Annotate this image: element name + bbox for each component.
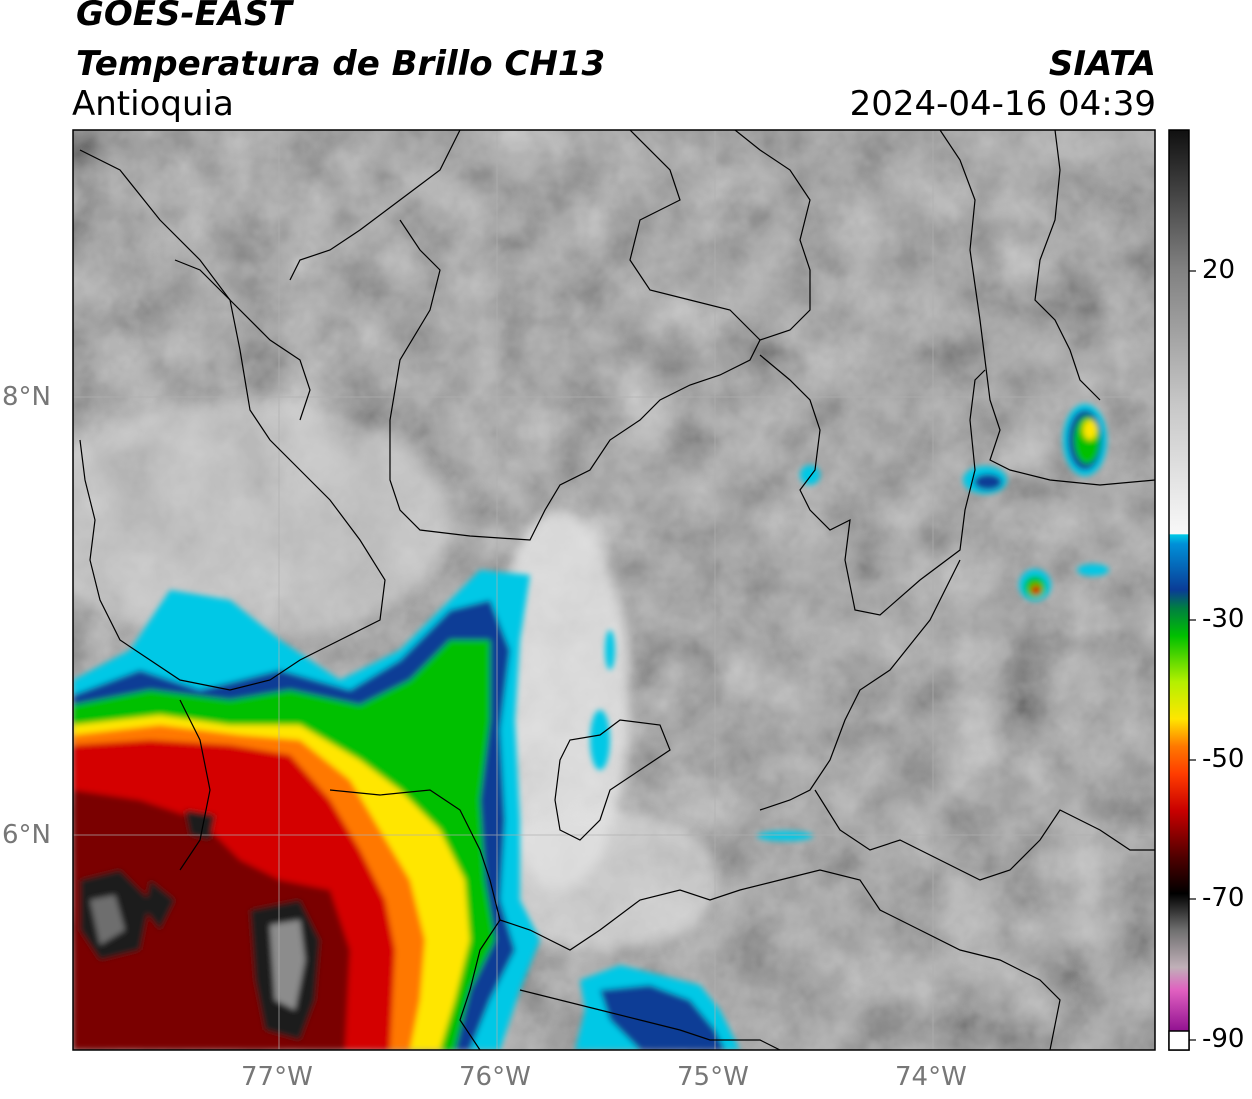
- colorbar-tick-label: -70: [1202, 883, 1245, 913]
- lat-tick-label: 8°N: [2, 382, 51, 412]
- organization-name: SIATA: [1048, 44, 1156, 84]
- lon-tick-label: 74°W: [895, 1062, 967, 1092]
- colorbar-tick-label: -30: [1202, 604, 1245, 634]
- lat-tick-label: 6°N: [2, 820, 51, 850]
- colorbar-tick-label: -90: [1202, 1024, 1245, 1054]
- lon-tick-label: 77°W: [241, 1062, 313, 1092]
- product-title: Temperatura de Brillo CH13: [76, 44, 606, 84]
- map-frame: [72, 129, 1156, 1051]
- satellite-imagery: [73, 130, 1155, 1050]
- colorbar-under-box: [1168, 1030, 1190, 1051]
- satellite-name: GOES-EAST: [76, 0, 292, 34]
- lon-tick-label: 76°W: [459, 1062, 531, 1092]
- colorbar: [1169, 130, 1189, 1050]
- lon-tick-label: 75°W: [677, 1062, 749, 1092]
- boundaries: [79, 130, 1155, 1050]
- datetime-label: 2024-04-16 04:39: [849, 84, 1156, 124]
- region-name: Antioquia: [72, 84, 234, 124]
- colorbar-ticks: [1189, 270, 1196, 1041]
- colorbar-tick-label: -50: [1202, 744, 1245, 774]
- gridlines: [73, 130, 1155, 1050]
- colorbar-tick-label: 20: [1202, 255, 1236, 285]
